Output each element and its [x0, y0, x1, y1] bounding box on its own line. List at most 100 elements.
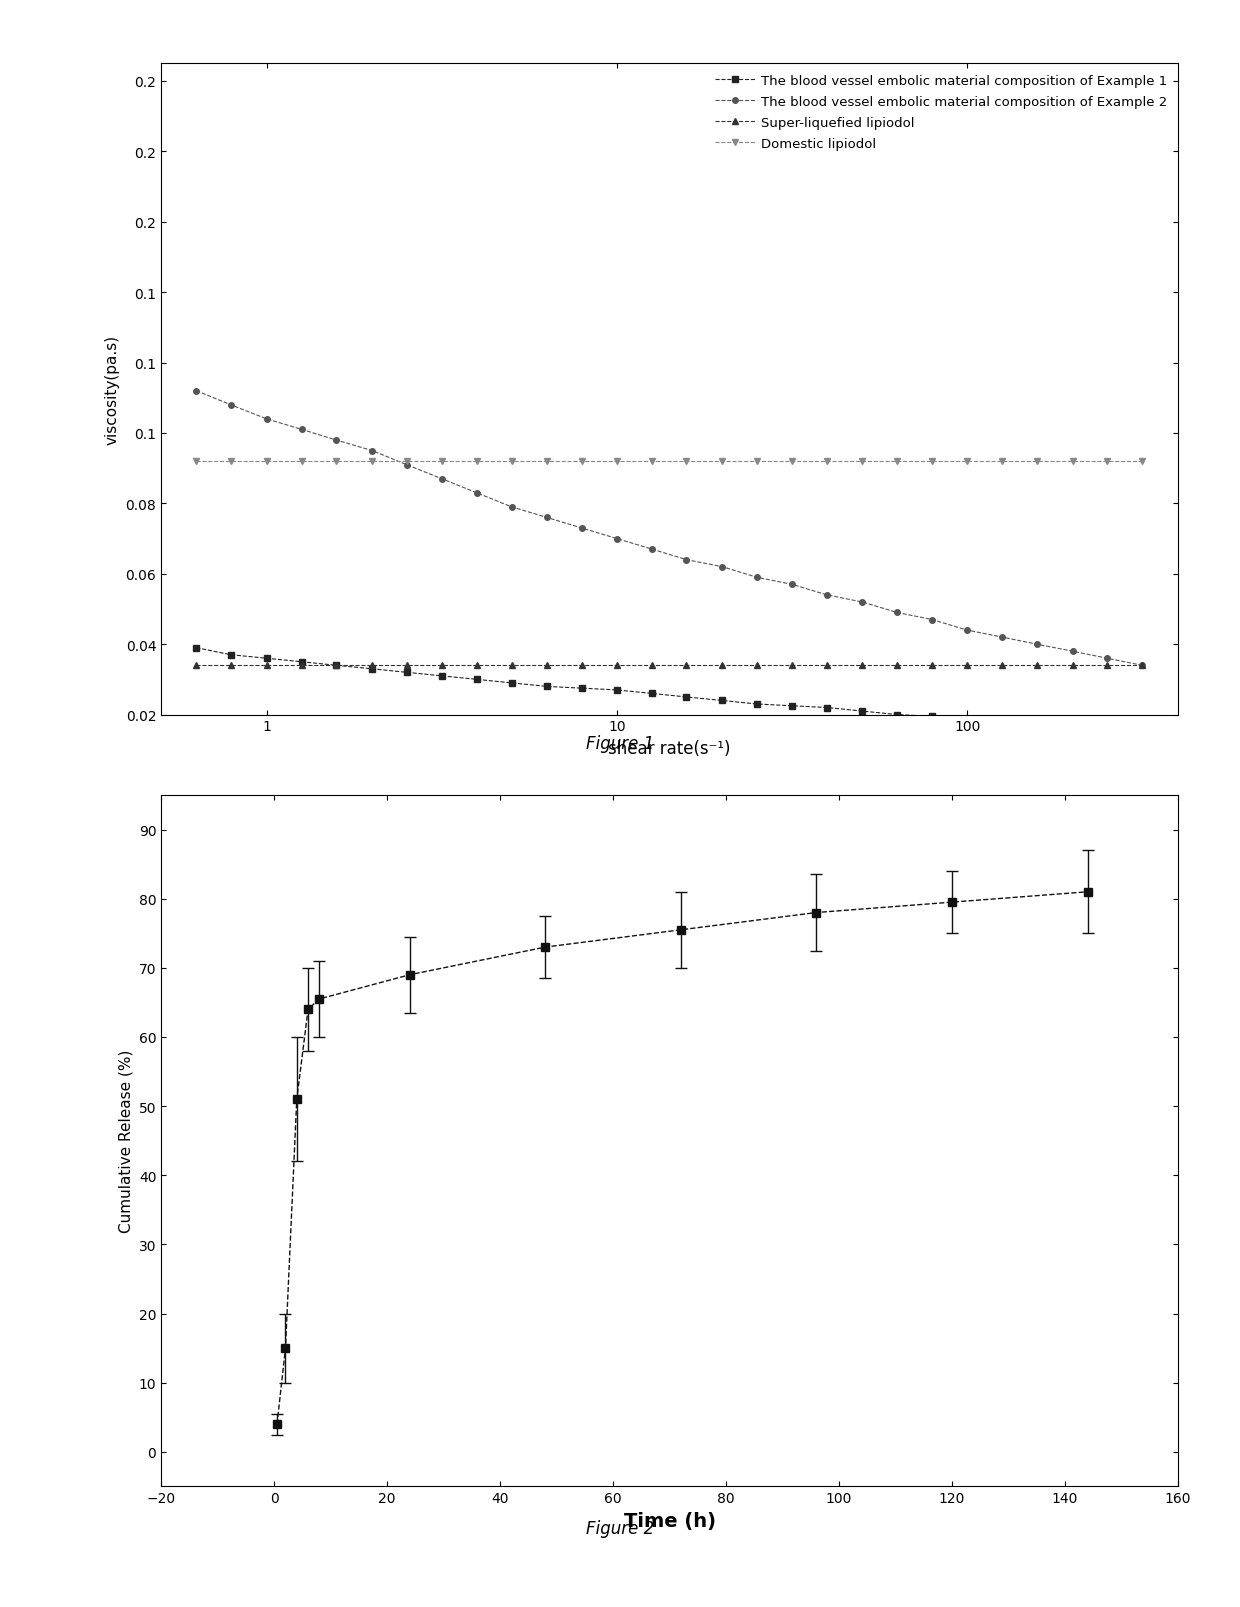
Super-liquefied lipiodol: [785, 656, 800, 675]
Super-liquefied lipiodol: [469, 656, 484, 675]
Super-liquefied lipiodol: [1029, 656, 1044, 675]
Super-liquefied lipiodol: [1135, 656, 1149, 675]
The blood vessel embolic material composition of Example 1: [365, 660, 379, 680]
The blood vessel embolic material composition of Example 1: [223, 646, 238, 665]
The blood vessel embolic material composition of Example 2: [259, 410, 274, 429]
The blood vessel embolic material composition of Example 2: [434, 469, 449, 489]
The blood vessel embolic material composition of Example 1: [715, 691, 730, 710]
The blood vessel embolic material composition of Example 1: [609, 681, 624, 701]
Domestic lipiodol: [645, 452, 660, 471]
Domestic lipiodol: [820, 452, 835, 471]
Super-liquefied lipiodol: [749, 656, 764, 675]
Domestic lipiodol: [434, 452, 449, 471]
Domestic lipiodol: [259, 452, 274, 471]
Domestic lipiodol: [505, 452, 520, 471]
Line: The blood vessel embolic material composition of Example 2: The blood vessel embolic material compos…: [193, 389, 1145, 669]
The blood vessel embolic material composition of Example 1: [188, 638, 203, 657]
Line: Super-liquefied lipiodol: Super-liquefied lipiodol: [193, 664, 1145, 669]
Domestic lipiodol: [785, 452, 800, 471]
The blood vessel embolic material composition of Example 2: [539, 508, 554, 527]
The blood vessel embolic material composition of Example 1: [329, 656, 343, 675]
Super-liquefied lipiodol: [889, 656, 904, 675]
The blood vessel embolic material composition of Example 1: [785, 697, 800, 717]
The blood vessel embolic material composition of Example 2: [994, 628, 1009, 648]
Domestic lipiodol: [223, 452, 238, 471]
The blood vessel embolic material composition of Example 2: [645, 540, 660, 559]
Super-liquefied lipiodol: [434, 656, 449, 675]
The blood vessel embolic material composition of Example 1: [820, 699, 835, 718]
Domestic lipiodol: [609, 452, 624, 471]
Domestic lipiodol: [1135, 452, 1149, 471]
The blood vessel embolic material composition of Example 2: [785, 575, 800, 595]
Y-axis label: viscosity(pa.s): viscosity(pa.s): [105, 334, 120, 445]
The blood vessel embolic material composition of Example 1: [889, 705, 904, 725]
The blood vessel embolic material composition of Example 2: [294, 421, 309, 440]
Domestic lipiodol: [680, 452, 694, 471]
Super-liquefied lipiodol: [854, 656, 869, 675]
The blood vessel embolic material composition of Example 2: [680, 551, 694, 570]
Domestic lipiodol: [469, 452, 484, 471]
Domestic lipiodol: [749, 452, 764, 471]
Domestic lipiodol: [574, 452, 589, 471]
The blood vessel embolic material composition of Example 1: [854, 702, 869, 722]
Line: Domestic lipiodol: Domestic lipiodol: [193, 460, 1145, 464]
Domestic lipiodol: [539, 452, 554, 471]
The blood vessel embolic material composition of Example 1: [1029, 714, 1044, 733]
Super-liquefied lipiodol: [188, 656, 203, 675]
The blood vessel embolic material composition of Example 2: [820, 587, 835, 606]
The blood vessel embolic material composition of Example 1: [1100, 718, 1115, 738]
Super-liquefied lipiodol: [820, 656, 835, 675]
The blood vessel embolic material composition of Example 2: [1029, 635, 1044, 654]
The blood vessel embolic material composition of Example 1: [539, 677, 554, 696]
Super-liquefied lipiodol: [399, 656, 414, 675]
The blood vessel embolic material composition of Example 1: [994, 712, 1009, 731]
The blood vessel embolic material composition of Example 2: [574, 519, 589, 538]
The blood vessel embolic material composition of Example 2: [365, 442, 379, 461]
Domestic lipiodol: [1065, 452, 1080, 471]
The blood vessel embolic material composition of Example 1: [505, 673, 520, 693]
X-axis label: shear rate(s⁻¹): shear rate(s⁻¹): [609, 739, 730, 757]
The blood vessel embolic material composition of Example 2: [889, 604, 904, 624]
Domestic lipiodol: [715, 452, 730, 471]
The blood vessel embolic material composition of Example 2: [188, 382, 203, 402]
The blood vessel embolic material composition of Example 2: [609, 530, 624, 550]
Super-liquefied lipiodol: [960, 656, 975, 675]
Domestic lipiodol: [925, 452, 940, 471]
Line: The blood vessel embolic material composition of Example 1: The blood vessel embolic material compos…: [193, 646, 1145, 731]
The blood vessel embolic material composition of Example 2: [469, 484, 484, 503]
Super-liquefied lipiodol: [574, 656, 589, 675]
The blood vessel embolic material composition of Example 1: [960, 710, 975, 730]
Y-axis label: Cumulative Release (%): Cumulative Release (%): [118, 1049, 133, 1233]
Super-liquefied lipiodol: [329, 656, 343, 675]
Domestic lipiodol: [889, 452, 904, 471]
The blood vessel embolic material composition of Example 2: [960, 620, 975, 640]
Domestic lipiodol: [399, 452, 414, 471]
The blood vessel embolic material composition of Example 1: [259, 649, 274, 669]
The blood vessel embolic material composition of Example 1: [1135, 720, 1149, 739]
Super-liquefied lipiodol: [994, 656, 1009, 675]
The blood vessel embolic material composition of Example 2: [854, 593, 869, 612]
Domestic lipiodol: [960, 452, 975, 471]
Domestic lipiodol: [294, 452, 309, 471]
Super-liquefied lipiodol: [1100, 656, 1115, 675]
The blood vessel embolic material composition of Example 2: [715, 558, 730, 577]
Super-liquefied lipiodol: [645, 656, 660, 675]
The blood vessel embolic material composition of Example 1: [469, 670, 484, 689]
Domestic lipiodol: [329, 452, 343, 471]
Super-liquefied lipiodol: [609, 656, 624, 675]
The blood vessel embolic material composition of Example 2: [1100, 649, 1115, 669]
Domestic lipiodol: [365, 452, 379, 471]
The blood vessel embolic material composition of Example 1: [925, 707, 940, 726]
Super-liquefied lipiodol: [505, 656, 520, 675]
X-axis label: Time (h): Time (h): [624, 1511, 715, 1530]
The blood vessel embolic material composition of Example 2: [1065, 643, 1080, 662]
Super-liquefied lipiodol: [259, 656, 274, 675]
Domestic lipiodol: [188, 452, 203, 471]
The blood vessel embolic material composition of Example 2: [505, 498, 520, 517]
Super-liquefied lipiodol: [539, 656, 554, 675]
The blood vessel embolic material composition of Example 1: [574, 680, 589, 699]
The blood vessel embolic material composition of Example 2: [749, 569, 764, 588]
The blood vessel embolic material composition of Example 1: [399, 664, 414, 683]
Super-liquefied lipiodol: [223, 656, 238, 675]
The blood vessel embolic material composition of Example 2: [223, 395, 238, 415]
